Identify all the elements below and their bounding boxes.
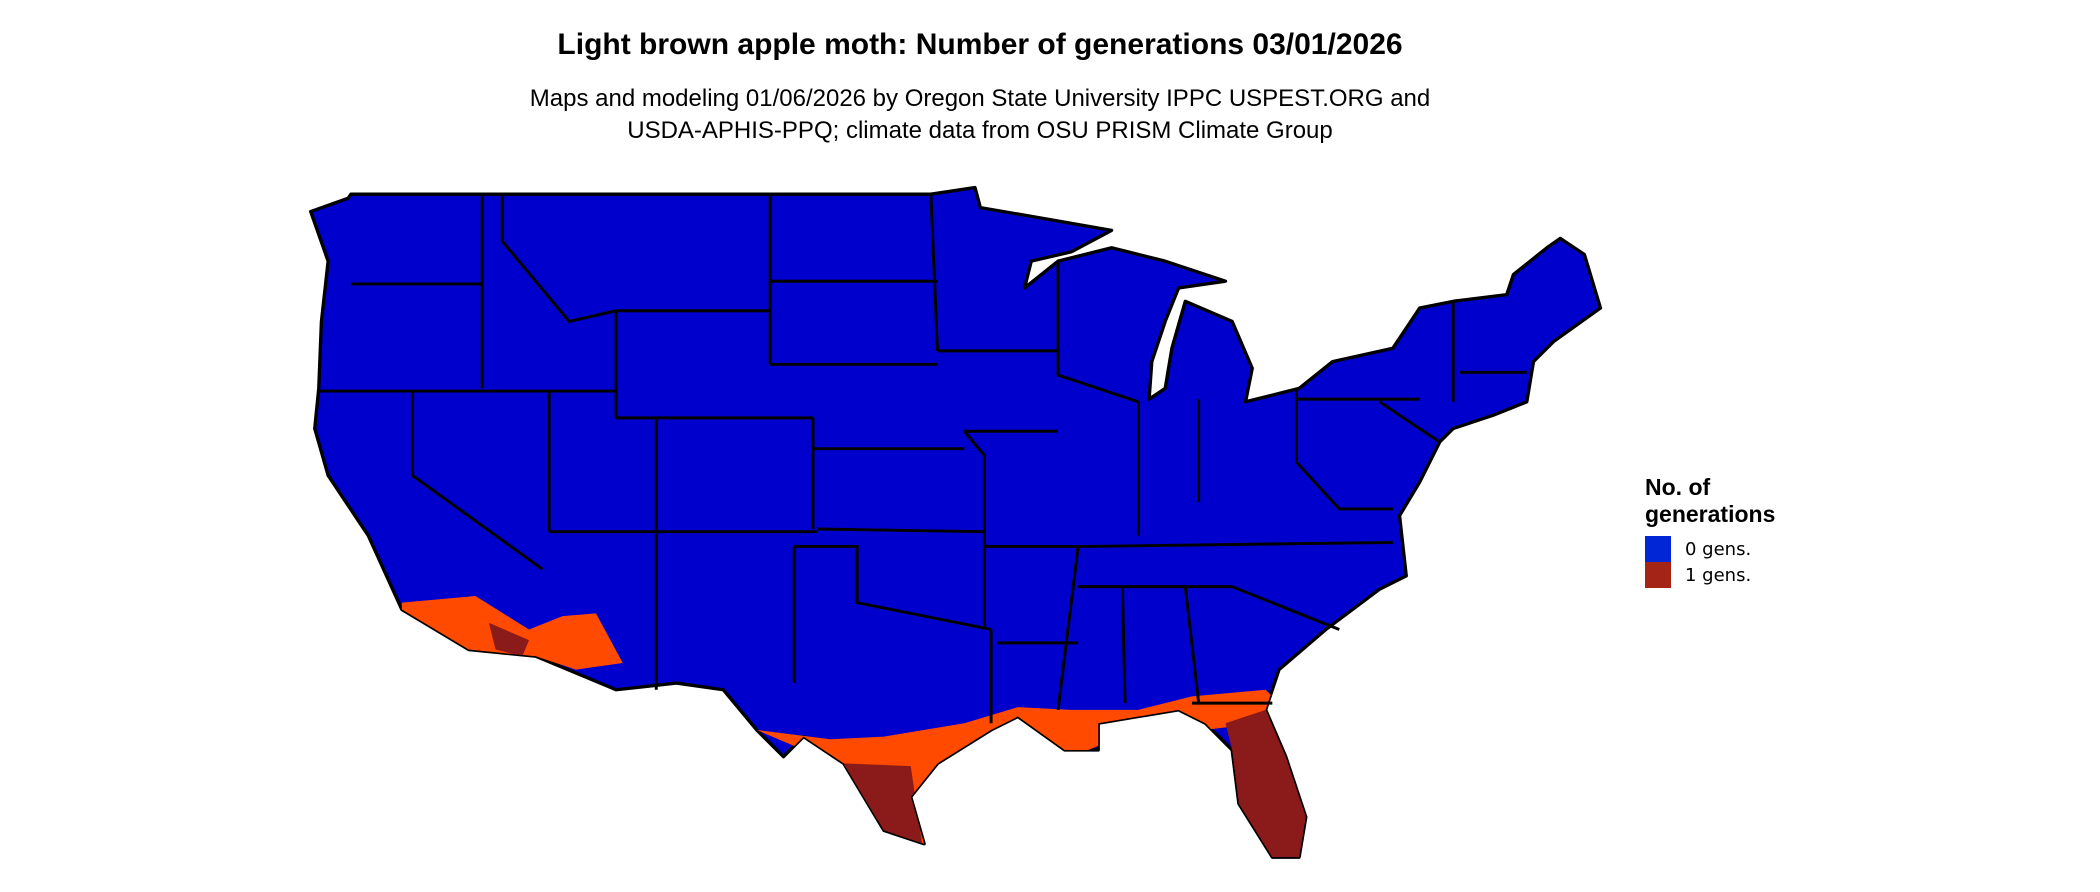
state-border-line	[816, 527, 985, 534]
legend-swatch-red	[1645, 562, 1671, 588]
legend-swatch-blue	[1645, 536, 1671, 562]
state-border-line	[500, 194, 617, 324]
state-border-line	[411, 391, 544, 571]
map-subtitle-line-2: USDA-APHIS-PPQ; climate data from OSU PR…	[627, 117, 1333, 144]
state-border-line	[929, 194, 939, 351]
state-border-line	[1378, 400, 1441, 444]
map-subtitle-line-1: Maps and modeling 01/06/2026 by Oregon S…	[529, 85, 1431, 112]
zone-orange-southwest	[401, 595, 623, 670]
zone-dark-texas	[843, 763, 925, 858]
zone-dark-florida	[1225, 709, 1313, 858]
legend-item-0-gens: 0 gens.	[1645, 536, 1815, 562]
zone-dark-southwest	[488, 622, 530, 657]
generation-zones	[401, 595, 1313, 858]
state-border-line	[1231, 585, 1340, 631]
legend-item-1-gens: 1 gens.	[1645, 562, 1815, 588]
map-title: Light brown apple moth: Number of genera…	[557, 28, 1403, 61]
legend-label: 1 gens.	[1685, 564, 1752, 586]
state-border-line	[1295, 461, 1393, 511]
state-border-line	[794, 544, 992, 631]
state-border-line	[1120, 586, 1127, 704]
state-border-line	[1183, 586, 1201, 704]
state-border-line	[1056, 261, 1139, 404]
legend: No. of generations 0 gens. 1 gens.	[1645, 474, 1815, 588]
legend-label: 0 gens.	[1685, 538, 1752, 560]
us-land-zero-gens	[309, 185, 1603, 859]
state-border-line	[1056, 546, 1080, 711]
state-border-line	[963, 430, 986, 630]
state-borders	[317, 194, 1527, 724]
state-border-line	[1084, 540, 1393, 548]
legend-title: No. of generations	[1645, 474, 1776, 527]
